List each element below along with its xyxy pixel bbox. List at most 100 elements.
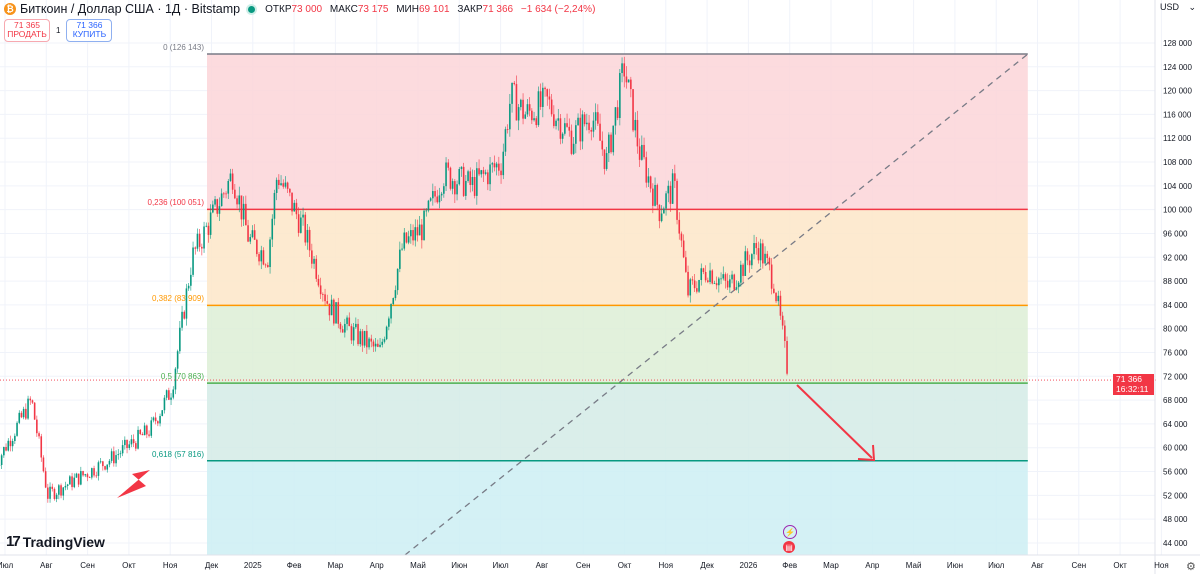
candle-body — [726, 280, 729, 288]
candle-body — [742, 264, 744, 276]
price-tick-label: 52 000 — [1163, 491, 1188, 500]
candle-body — [711, 270, 714, 284]
buy-button[interactable]: 71 366 КУПИТЬ — [66, 19, 113, 42]
candle-body — [207, 225, 210, 235]
fib-level-label: 0,382 (83 909) — [151, 294, 204, 304]
candle-body — [733, 274, 736, 290]
candle-body — [352, 327, 355, 341]
candle-body — [119, 453, 122, 455]
candle-body — [238, 195, 241, 205]
candle-body — [194, 247, 197, 249]
candle-body — [638, 146, 641, 160]
candle-body — [654, 184, 656, 206]
candle-body — [671, 173, 674, 204]
candle-body — [438, 195, 441, 203]
event-us-flag-icon[interactable]: ▤ — [783, 541, 795, 553]
candle-body — [355, 323, 357, 328]
candle-body — [159, 415, 161, 424]
price-tick-label: 120 000 — [1163, 87, 1192, 96]
candle-body — [108, 460, 111, 465]
candle-body — [693, 280, 696, 289]
candle-body — [53, 488, 56, 499]
candle-body — [22, 408, 25, 418]
candle-body — [418, 224, 421, 236]
candle-body — [273, 192, 276, 219]
candle-body — [616, 107, 619, 118]
candle-body — [357, 323, 359, 345]
candle-body — [146, 425, 148, 435]
time-tick-label: Сен — [1071, 561, 1086, 570]
currency-selector[interactable]: USD ⌄ — [1160, 2, 1196, 12]
candle-body — [339, 323, 342, 330]
candle-body — [687, 271, 689, 296]
candle-body — [735, 287, 738, 290]
symbol-title[interactable]: Биткоин / Доллар США · 1Д · Bitstamp — [20, 2, 241, 16]
event-flash-icon[interactable]: ⚡ — [783, 525, 797, 539]
candle-body — [121, 445, 124, 454]
candle-body — [16, 422, 18, 436]
candle-body — [344, 323, 346, 333]
candle-body — [161, 410, 164, 416]
candle-body — [249, 237, 252, 242]
candle-body — [203, 226, 205, 249]
axis-settings-icon[interactable]: ⚙ — [1186, 561, 1196, 573]
candle-body — [366, 330, 368, 348]
candle-body — [696, 288, 698, 292]
candle-body — [256, 239, 258, 255]
candle-body — [627, 79, 630, 83]
candle-body — [278, 179, 280, 186]
candle-body — [550, 99, 553, 115]
candle-body — [115, 455, 117, 464]
candle-body — [685, 257, 687, 272]
candle-body — [262, 250, 265, 265]
candle-body — [377, 343, 379, 347]
time-tick-label: Апр — [370, 561, 385, 570]
candle-body — [731, 274, 733, 280]
candle-body — [440, 193, 443, 196]
candle-body — [319, 285, 322, 295]
candle-body — [185, 288, 188, 319]
candle-body — [786, 340, 788, 374]
candle-body — [425, 210, 428, 212]
candle-body — [348, 317, 351, 327]
candle-body — [201, 246, 203, 249]
candle-body — [3, 446, 5, 456]
candle-body — [522, 99, 524, 119]
candle-body — [183, 311, 186, 319]
time-tick-label: Мар — [823, 561, 839, 570]
candle-body — [709, 270, 711, 283]
price-tick-label: 116 000 — [1163, 110, 1192, 119]
candle-body — [414, 227, 417, 241]
price-tick-label: 124 000 — [1163, 63, 1192, 72]
candle-body — [641, 144, 643, 160]
candle-body — [583, 114, 586, 125]
candle-body — [9, 440, 12, 447]
candle-body — [537, 91, 540, 126]
candle-body — [253, 230, 256, 240]
price-tick-label: 60 000 — [1163, 444, 1188, 453]
candle-body — [555, 120, 557, 127]
time-tick-label: Фев — [782, 561, 797, 570]
candle-body — [502, 151, 505, 176]
candle-body — [603, 149, 606, 169]
candle-body — [196, 233, 199, 249]
candle-body — [55, 494, 58, 499]
candle-body — [770, 264, 773, 289]
candle-body — [128, 444, 131, 449]
time-tick-label: Апр — [865, 561, 880, 570]
candle-body — [493, 163, 496, 168]
tradingview-logo[interactable]: 17 TradingView — [6, 533, 105, 550]
candle-body — [190, 274, 192, 286]
candle-body — [209, 212, 212, 235]
candle-body — [643, 144, 645, 158]
candle-body — [220, 193, 223, 207]
candle-body — [227, 180, 230, 194]
candle-body — [117, 454, 120, 456]
candle-body — [42, 457, 45, 472]
candle-body — [594, 112, 597, 121]
time-tick-label: Окт — [1113, 561, 1127, 570]
candle-body — [132, 439, 135, 444]
candle-body — [572, 143, 575, 154]
sell-button[interactable]: 71 365 ПРОДАТЬ — [4, 19, 50, 42]
